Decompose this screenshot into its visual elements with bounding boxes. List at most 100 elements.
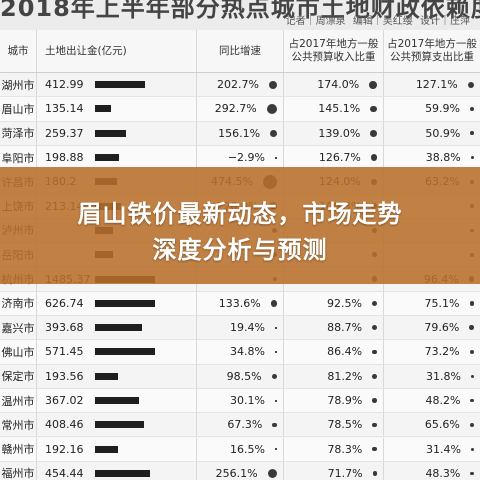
income-share-value: 71.7% bbox=[327, 466, 363, 480]
header-income: 占2017年地方一般 公共预算收入比重 bbox=[283, 30, 383, 72]
cell-yoy: 156.1% bbox=[196, 121, 283, 145]
cell-land: 626.74 bbox=[36, 291, 196, 315]
income-share-dot bbox=[372, 471, 377, 476]
cell-city: 湖州市 bbox=[1, 78, 35, 92]
yoy-dot bbox=[270, 129, 277, 137]
yoy-value: −2.9% bbox=[227, 151, 265, 165]
cell-city: 济南市 bbox=[1, 297, 35, 311]
cell-yoy: −2.9% bbox=[196, 145, 283, 170]
table-row: 菏泽市 259.37 156.1% 139.0% 50.9% bbox=[0, 121, 480, 146]
land-value: 367.02 bbox=[45, 394, 84, 408]
cell-income-share: 145.1% bbox=[283, 97, 383, 121]
cell-yoy: 16.5% bbox=[196, 437, 283, 461]
yoy-value: 133.6% bbox=[218, 296, 261, 310]
cell-income-share: 139.0% bbox=[283, 121, 383, 145]
yoy-value: 292.7% bbox=[214, 102, 257, 116]
land-value: 192.16 bbox=[45, 442, 84, 456]
cell-city: 常州市 bbox=[1, 418, 35, 432]
expense-share-value: 59.9% bbox=[425, 102, 461, 116]
expense-share-dot bbox=[470, 131, 474, 136]
cell-expense-share: 127.1% bbox=[383, 73, 480, 97]
table-row: 福州市 454.44 256.1% 71.7% 48.3% bbox=[0, 461, 480, 480]
title-banner: 2018年上半年部分热点城市土地财政依赖度 记者｜周漂泉 编辑｜吴红缨 设计｜庄… bbox=[0, 0, 480, 30]
land-bar bbox=[95, 299, 155, 307]
expense-share-dot bbox=[470, 398, 474, 403]
yoy-value: 256.1% bbox=[215, 466, 258, 480]
cell-land: 571.45 bbox=[36, 340, 196, 364]
land-bar bbox=[95, 372, 119, 380]
cell-income-share: 88.7% bbox=[283, 316, 383, 340]
cell-expense-share: 48.2% bbox=[383, 388, 480, 413]
expense-share-value: 50.9% bbox=[425, 126, 461, 140]
cell-city: 保定市 bbox=[1, 370, 35, 384]
cell-expense-share: 59.9% bbox=[383, 97, 480, 121]
income-share-value: 126.7% bbox=[318, 151, 361, 165]
cell-yoy: 98.5% bbox=[196, 364, 283, 388]
table-row: 济南市 626.74 133.6% 92.5% 75.1% bbox=[0, 291, 480, 316]
income-share-value: 86.4% bbox=[327, 345, 363, 359]
cell-expense-share: 65.6% bbox=[383, 413, 480, 437]
land-bar bbox=[95, 469, 150, 477]
cell-expense-share: 31.8% bbox=[383, 364, 480, 388]
yoy-dot bbox=[267, 468, 277, 479]
land-bar bbox=[95, 129, 127, 137]
expense-share-dot bbox=[469, 301, 474, 306]
yoy-dot bbox=[275, 448, 277, 451]
yoy-value: 30.1% bbox=[230, 394, 265, 408]
cell-land: 367.02 bbox=[36, 388, 196, 413]
yoy-value: 34.8% bbox=[230, 345, 265, 359]
income-share-dot bbox=[372, 373, 377, 379]
cell-yoy: 19.4% bbox=[196, 316, 283, 340]
table-header: 城市 土地出让金(亿元) 同比增速 占2017年地方一般 公共预算收入比重 占2… bbox=[0, 30, 480, 73]
land-value: 626.74 bbox=[45, 296, 84, 310]
table-row: 湖州市 412.99 202.7% 174.0% 127.1% bbox=[0, 73, 480, 98]
expense-share-value: 38.8% bbox=[425, 151, 461, 165]
land-value: 259.37 bbox=[45, 126, 84, 140]
land-bar bbox=[95, 81, 145, 89]
land-value: 393.68 bbox=[45, 321, 84, 335]
land-value: 135.14 bbox=[45, 102, 84, 116]
cell-expense-share: 50.9% bbox=[383, 121, 480, 145]
income-share-value: 145.1% bbox=[318, 102, 361, 116]
income-share-value: 81.2% bbox=[327, 369, 363, 383]
land-value: 571.45 bbox=[45, 345, 84, 359]
expense-share-value: 65.6% bbox=[424, 418, 460, 432]
cell-city: 温州市 bbox=[1, 394, 35, 408]
income-share-value: 78.5% bbox=[327, 418, 363, 432]
table-row: 眉山市 135.14 292.7% 145.1% 59.9% bbox=[0, 97, 480, 122]
expense-share-value: 48.2% bbox=[425, 394, 461, 408]
cell-expense-share: 31.4% bbox=[383, 437, 480, 461]
land-bar bbox=[95, 348, 155, 356]
yoy-dot bbox=[275, 399, 277, 402]
cell-income-share: 78.5% bbox=[283, 413, 383, 437]
expense-share-value: 79.6% bbox=[424, 321, 460, 335]
header-yoy: 同比增速 bbox=[196, 30, 283, 72]
expense-share-dot bbox=[470, 471, 474, 476]
income-share-value: 174.0% bbox=[317, 78, 360, 92]
cell-city: 佛山市 bbox=[1, 345, 35, 359]
headline: 眉山铁价最新动态，市场走势 深度分析与预测 bbox=[0, 196, 480, 268]
header-expense: 占2017年地方一般 公共预算支出比重 bbox=[383, 30, 480, 72]
yoy-dot bbox=[275, 156, 277, 159]
land-value: 193.56 bbox=[45, 369, 84, 383]
table-row: 保定市 193.56 98.5% 81.2% 31.8% bbox=[0, 364, 480, 389]
cell-land: 259.37 bbox=[36, 121, 196, 145]
cell-land: 393.68 bbox=[36, 316, 196, 340]
land-bar bbox=[95, 397, 140, 405]
cell-land: 135.14 bbox=[36, 97, 196, 121]
cell-expense-share: 79.6% bbox=[383, 316, 480, 340]
income-share-value: 139.0% bbox=[318, 126, 361, 140]
cell-yoy: 292.7% bbox=[196, 97, 283, 121]
cell-city: 眉山市 bbox=[1, 102, 35, 116]
cell-land: 408.46 bbox=[36, 413, 196, 437]
expense-share-value: 73.2% bbox=[424, 345, 460, 359]
expense-share-value: 31.4% bbox=[426, 442, 461, 456]
yoy-dot bbox=[275, 326, 277, 329]
income-share-dot bbox=[370, 129, 377, 137]
table-row: 温州市 367.02 30.1% 78.9% 48.2% bbox=[0, 388, 480, 414]
cell-yoy: 202.7% bbox=[196, 73, 283, 97]
banner-title: 2018年上半年部分热点城市土地财政依赖度 bbox=[0, 0, 480, 22]
headline-overlay bbox=[0, 167, 480, 284]
expense-share-value: 75.1% bbox=[424, 296, 460, 310]
